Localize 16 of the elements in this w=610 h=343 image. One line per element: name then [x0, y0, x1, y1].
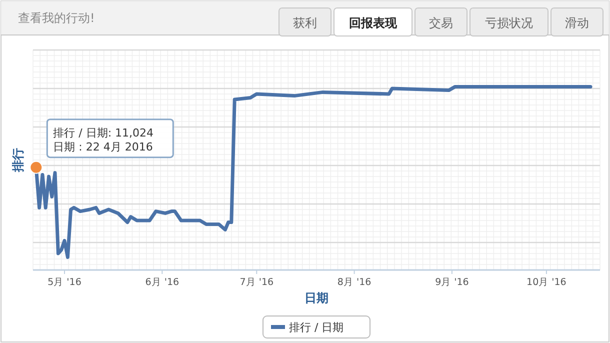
- text: 滑动: [565, 16, 589, 30]
- x-tick-label: 8月 '16: [337, 277, 372, 288]
- x-tick-label: 7月 '16: [240, 277, 274, 288]
- x-tick-label: 5月 '16: [48, 277, 82, 288]
- y-axis-title: 排行: [11, 148, 25, 173]
- legend-label: 排行 / 日期: [289, 321, 344, 334]
- text: 回报表现: [349, 16, 398, 30]
- text: 获利: [293, 16, 317, 30]
- text: 亏损状况: [485, 16, 533, 30]
- chart-title: 查看我的行动!: [18, 11, 95, 25]
- x-tick-label: 9月 '16: [435, 277, 469, 288]
- x-tick-label: 6月 '16: [145, 277, 180, 288]
- x-axis-title: 日期: [304, 291, 328, 305]
- x-tick-label: 10月 '16: [526, 277, 566, 288]
- annotation: 排行 / 日期: 11,024 日期 : 22 4月 2016: [53, 126, 154, 154]
- text: 交易: [429, 16, 453, 30]
